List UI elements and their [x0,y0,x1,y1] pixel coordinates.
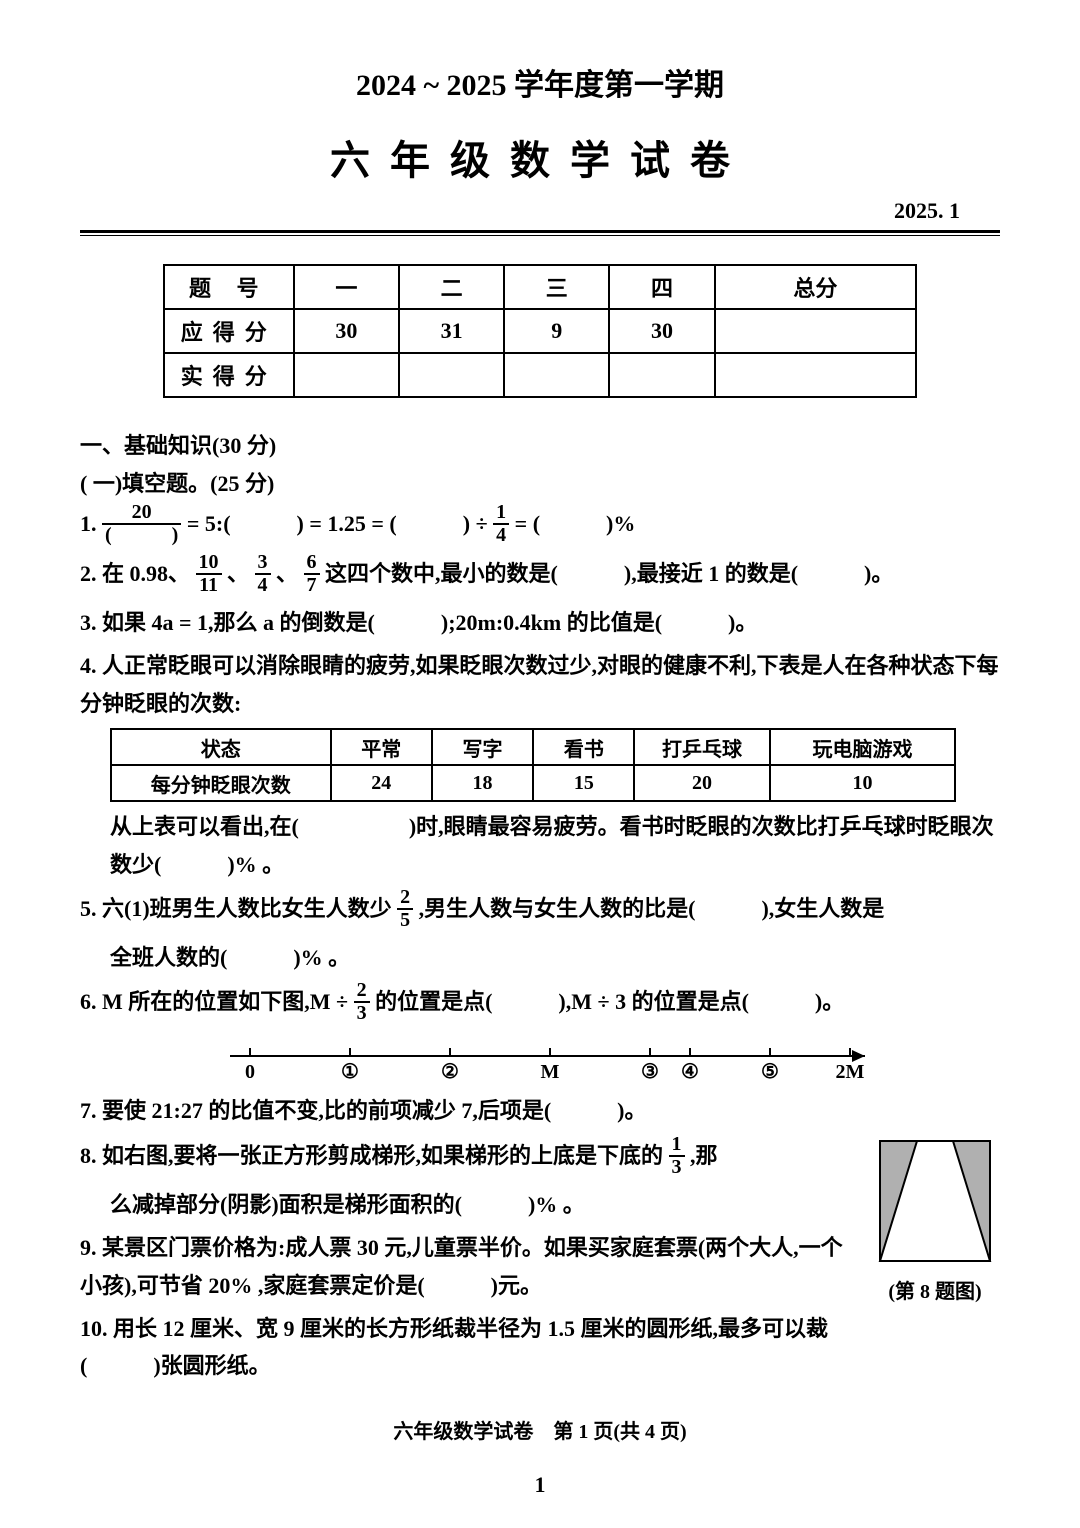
col-header: 看书 [533,729,634,765]
main-title: 六年级数学试卷 [80,128,1000,186]
table-row: 实得分 [164,353,916,397]
cell: 10 [770,765,956,801]
q2-tail: 这四个数中,最小的数是( ),最接近 1 的数是( )。 [325,561,893,586]
col-header: 二 [399,265,504,309]
q4-tail: 从上表可以看出,在( )时,眼睛最容易疲劳。看书时眨眼的次数比打乒乓球时眨眼次数… [80,808,1000,883]
q8-line2: 么减掉部分(阴影)面积是梯形面积的( )% 。 [80,1186,852,1223]
col-header: 题 号 [164,265,294,309]
sep: 、 [276,561,298,586]
fraction: 34 [255,552,271,596]
col-header: 总分 [715,265,917,309]
cell: 9 [504,309,609,353]
col-header: 四 [609,265,714,309]
q1-mid: = 5:( ) = 1.25 = ( ) ÷ [187,511,493,536]
cell [609,353,714,397]
cell [504,353,609,397]
col-header: 打乒乓球 [634,729,769,765]
cell [399,353,504,397]
q7: 7. 要使 21:27 的比值不变,比的前项减少 7,后项是( )。 [80,1092,1000,1129]
q3: 3. 如果 4a = 1,那么 a 的倒数是( );20m:0.4km 的比值是… [80,604,1000,641]
cell [294,353,399,397]
section1-title: 一、基础知识(30 分) [80,428,1000,460]
fraction: 13 [669,1134,685,1178]
q5-tail2: 全班人数的( )% 。 [80,939,1000,976]
q10: 10. 用长 12 厘米、宽 9 厘米的长方形纸裁半径为 1.5 厘米的圆形纸,… [80,1310,852,1385]
svg-text:②: ② [441,1061,459,1083]
svg-text:⑤: ⑤ [761,1061,779,1083]
divider [80,230,1000,236]
q5-pre: 5. 六(1)班男生人数比女生人数少 [80,896,392,921]
q2: 2. 在 0.98、 1011 、 34 、 67 这四个数中,最小的数是( )… [80,554,1000,598]
cell: 30 [609,309,714,353]
state-table: 状态 平常 写字 看书 打乒乓球 玩电脑游戏 每分钟眨眼次数 24 18 15 … [110,728,956,802]
cell: 18 [432,765,533,801]
table-row: 状态 平常 写字 看书 打乒乓球 玩电脑游戏 [111,729,955,765]
cell [715,353,917,397]
q6-tail: 的位置是点( ),M ÷ 3 的位置是点( )。 [375,989,844,1014]
sep: 、 [227,561,249,586]
col-header: 玩电脑游戏 [770,729,956,765]
number-line-figure: 0 ① ② M ③④ ⑤ 2M [230,1034,870,1084]
section1-sub: ( 一)填空题。(25 分) [80,466,1000,498]
col-header: 状态 [111,729,331,765]
page-number: 1 [0,1472,1080,1498]
fraction: 25 [397,887,413,931]
svg-text:④: ④ [681,1061,699,1083]
cell: 31 [399,309,504,353]
q8-post: ,那 [690,1143,718,1168]
col-header: 一 [294,265,399,309]
q1-pre: 1. [80,511,97,536]
q8-caption: (第 8 题图) [870,1275,1000,1304]
cell: 15 [533,765,634,801]
svg-text:0: 0 [245,1061,255,1083]
row-label: 实得分 [164,353,294,397]
q8-pre: 8. 如右图,要将一张正方形剪成梯形,如果梯形的上底是下底的 [80,1143,663,1168]
q2-pre: 2. 在 0.98、 [80,561,190,586]
col-header: 平常 [331,729,432,765]
svg-text:①: ① [341,1061,359,1083]
svg-text:③: ③ [641,1061,659,1083]
cell: 24 [331,765,432,801]
fraction: 20( ) [102,502,181,546]
q1: 1. 20( ) = 5:( ) = 1.25 = ( ) ÷ 14 = ( )… [80,504,1000,548]
svg-text:M: M [541,1061,560,1083]
numberline-svg: 0 ① ② M ③④ ⑤ 2M [230,1034,870,1084]
fraction: 14 [493,502,509,546]
svg-text:2M: 2M [836,1061,865,1083]
col-header: 三 [504,265,609,309]
q9: 9. 某景区门票价格为:成人票 30 元,儿童票半价。如果买家庭套票(两个大人,… [80,1229,852,1304]
table-row: 应得分 30 31 9 30 [164,309,916,353]
q6: 6. M 所在的位置如下图,M ÷ 23 的位置是点( ),M ÷ 3 的位置是… [80,982,1000,1026]
q4: 4. 人正常眨眼可以消除眼睛的疲劳,如果眨眼次数过少,对眼的健康不利,下表是人在… [80,647,1000,722]
row-label: 应得分 [164,309,294,353]
q1-tail: = ( )% [515,511,636,536]
q8-figure [875,1136,995,1266]
fraction: 1011 [196,552,222,596]
score-table: 题 号 一 二 三 四 总分 应得分 30 31 9 30 实得分 [163,264,917,398]
fraction: 67 [304,552,320,596]
semester-header: 2024 ~ 2025 学年度第一学期 [80,60,1000,104]
col-header: 写字 [432,729,533,765]
exam-date: 2025. 1 [80,198,1000,224]
table-row: 每分钟眨眼次数 24 18 15 20 10 [111,765,955,801]
cell: 30 [294,309,399,353]
fraction: 23 [354,980,370,1024]
q5: 5. 六(1)班男生人数比女生人数少 25 ,男生人数与女生人数的比是( ),女… [80,889,1000,933]
table-row: 题 号 一 二 三 四 总分 [164,265,916,309]
cell: 20 [634,765,769,801]
page-footer: 六年级数学试卷 第 1 页(共 4 页) [80,1415,1000,1444]
q8-line1: 8. 如右图,要将一张正方形剪成梯形,如果梯形的上底是下底的 13 ,那 [80,1136,852,1180]
q6-pre: 6. M 所在的位置如下图,M ÷ [80,989,354,1014]
cell: 每分钟眨眼次数 [111,765,331,801]
q5-tail: ,男生人数与女生人数的比是( ),女生人数是 [419,896,885,921]
cell [715,309,917,353]
